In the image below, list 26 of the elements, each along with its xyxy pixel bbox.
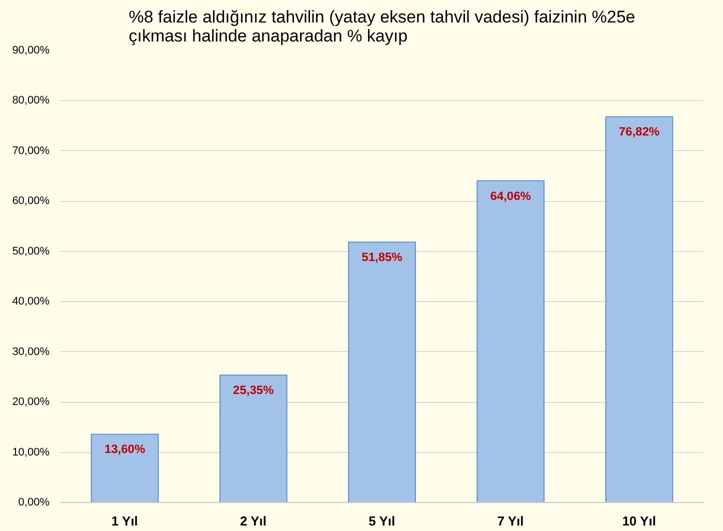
y-tick-label: 60,00% [12,195,50,208]
y-tick-label: 80,00% [12,94,50,107]
bar [90,434,159,502]
y-tick-label: 0,00% [18,496,50,508]
y-tick-label: 70,00% [12,144,50,157]
y-tick-label: 30,00% [12,346,50,358]
y-tick-label: 10,00% [12,446,50,458]
data-label: 13,60% [104,442,146,456]
x-tick-label: 5 Yıl [368,514,396,528]
chart-title: %8 faizle aldığınız tahvilin (yatay eksen tahvil vadesi) faizinin %25e çıkması halinde anaparadan % kayıp [128,8,636,46]
bar [219,374,288,502]
y-tick-label: 90,00% [12,44,50,56]
x-tick-label: 7 Yıl [497,514,524,528]
x-tick-label: 2 Yıl [240,514,267,528]
x-tick-label: 1 Yıl [111,514,138,528]
y-tick-label: 20,00% [12,396,50,408]
x-tick-label: 10 Yıl [622,514,656,528]
data-label: 51,85% [362,250,403,264]
bar [605,116,674,502]
y-tick-label: 40,00% [12,296,50,308]
y-tick-label: 50,00% [12,245,50,258]
bar [348,242,416,502]
data-label: 76,82% [618,124,660,139]
bar [476,180,545,502]
data-label: 25,35% [233,383,274,398]
data-label: 64,06% [490,188,532,203]
